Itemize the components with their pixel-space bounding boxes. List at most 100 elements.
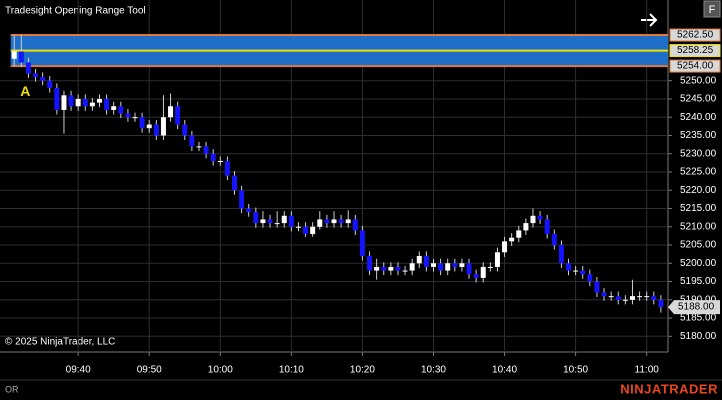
- candle-body: [168, 106, 174, 118]
- y-tick-label: 5200.00: [680, 258, 717, 269]
- button-label[interactable]: F: [709, 4, 716, 16]
- candle-body: [303, 226, 309, 235]
- candle-body: [637, 296, 643, 298]
- candle-body: [395, 266, 401, 271]
- y-tick-label: 5225.00: [680, 167, 717, 178]
- candle-body: [494, 252, 500, 267]
- candle-body: [487, 266, 493, 268]
- y-tick-label: 5205.00: [680, 240, 717, 251]
- y-tick-label: 5210.00: [680, 221, 717, 232]
- level-label-box: [669, 59, 721, 73]
- x-tick-label: 09:40: [66, 365, 91, 376]
- y-tick-label: 5195.00: [680, 276, 717, 287]
- candle-body: [68, 95, 74, 107]
- candle-body: [388, 266, 394, 271]
- candle-body: [544, 219, 550, 235]
- candle-body: [11, 51, 17, 59]
- button-frame[interactable]: [703, 0, 721, 18]
- candle-body: [445, 263, 451, 271]
- candle-body: [196, 146, 202, 148]
- level-label: 5262.50: [677, 30, 714, 41]
- y-tick-label: 5220.00: [680, 185, 717, 196]
- candle-body: [217, 161, 223, 163]
- candle-body: [594, 281, 600, 293]
- candle-body: [160, 117, 166, 136]
- candle-body: [210, 153, 216, 162]
- y-tick-label: 5240.00: [680, 112, 717, 123]
- x-tick-label: 11:00: [635, 365, 660, 376]
- candle-body: [295, 226, 301, 228]
- candle-body: [509, 237, 515, 242]
- candle-body: [374, 266, 380, 271]
- level-label: 5254.00: [677, 61, 714, 72]
- copyright: © 2025 NinjaTrader, LLC: [5, 337, 115, 348]
- y-tick-label: 5250.00: [680, 75, 717, 86]
- candle-body: [601, 292, 607, 297]
- candle-body: [622, 299, 628, 301]
- candle-body: [651, 296, 657, 300]
- candle-body: [537, 215, 543, 220]
- y-tick-label: 5180.00: [680, 331, 717, 342]
- candle-body: [54, 88, 60, 110]
- candle-body: [125, 113, 131, 118]
- level-label-box: [669, 44, 721, 58]
- candle-body: [139, 117, 145, 129]
- y-tick-label: 5190.00: [680, 294, 717, 305]
- candle-body: [111, 106, 117, 110]
- arrow-icon[interactable]: [641, 13, 658, 27]
- candle-body: [566, 263, 572, 271]
- candle-body: [47, 80, 53, 88]
- candle-body: [274, 223, 280, 225]
- candle-body: [132, 117, 138, 119]
- candle-body: [61, 95, 67, 110]
- candle-body: [587, 274, 593, 282]
- candle-body: [466, 263, 472, 275]
- candle-body: [189, 135, 195, 147]
- candle-body: [409, 263, 415, 271]
- candle-body: [153, 124, 159, 136]
- candle-body: [25, 62, 31, 74]
- candle-body: [430, 263, 436, 267]
- candle-body: [33, 73, 39, 78]
- candle-body: [118, 106, 124, 114]
- candle-body: [459, 263, 465, 267]
- y-tick-label: 5215.00: [680, 203, 717, 214]
- candle-body: [551, 234, 557, 246]
- candle-body: [558, 245, 564, 264]
- candle-body: [89, 102, 95, 107]
- candle-body: [629, 296, 635, 300]
- candle-body: [480, 266, 486, 278]
- candle-body: [104, 98, 110, 110]
- candle-body: [246, 208, 252, 213]
- chart-title: Tradesight Opening Range Tool: [5, 6, 146, 17]
- candle-body: [416, 255, 422, 264]
- candle-body: [658, 299, 664, 308]
- candle-body: [530, 215, 536, 224]
- candle-body: [438, 263, 444, 271]
- candle-body: [40, 77, 46, 81]
- y-tick-label: 5235.00: [680, 130, 717, 141]
- candle-body: [367, 255, 373, 271]
- candle-body: [359, 230, 365, 256]
- candle-body: [352, 219, 358, 231]
- candle-body: [232, 175, 238, 191]
- brand-logo: NINJATRADER: [620, 381, 718, 396]
- x-tick-label: 10:00: [208, 365, 233, 376]
- candle-body: [331, 219, 337, 224]
- candle-body: [580, 270, 586, 275]
- level-label-box: [669, 28, 721, 42]
- candle-body: [473, 274, 479, 278]
- candle-body: [644, 296, 650, 298]
- candle-body: [267, 219, 273, 224]
- x-tick-label: 10:50: [563, 365, 588, 376]
- candle-body: [402, 270, 408, 272]
- candle-body: [18, 51, 24, 63]
- candle-body: [175, 106, 181, 125]
- last-price-label: 5188.00: [678, 302, 715, 313]
- candle-body: [345, 219, 351, 224]
- candle-body: [224, 161, 230, 176]
- x-tick-label: 10:20: [350, 365, 375, 376]
- candle-body: [146, 124, 152, 129]
- candle-body: [310, 226, 316, 235]
